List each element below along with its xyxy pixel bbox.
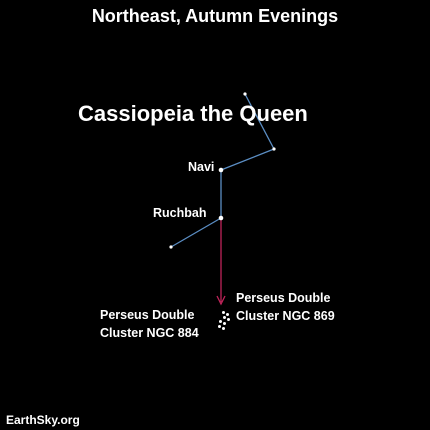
cluster-star (222, 311, 225, 314)
cluster-star (222, 327, 225, 330)
cassiopeia-lines (170, 93, 275, 248)
pointer-head (216, 295, 226, 306)
cluster-star (223, 316, 226, 319)
star-segin (243, 92, 247, 96)
constellation-title: Cassiopeia the Queen (78, 101, 308, 126)
star-schedar (169, 245, 173, 249)
cluster-label-ngc-884-line2: Cluster NGC 884 (100, 326, 199, 340)
pointer-arrow (216, 218, 226, 306)
star-caph (272, 147, 276, 151)
cluster-star (218, 325, 221, 328)
star-navi (218, 167, 224, 173)
star-ruchbah (218, 215, 224, 221)
star-label-navi: Navi (188, 160, 215, 174)
cluster-label-ngc-869: Perseus Double Cluster NGC 869 (236, 289, 335, 325)
chart-heading: Northeast, Autumn Evenings (91, 6, 339, 26)
cluster-star (226, 313, 229, 316)
cluster-star (219, 320, 222, 323)
cassiopeia-line-1 (244, 93, 275, 150)
cassiopeia-line-4 (170, 217, 222, 248)
cluster-star (227, 318, 230, 321)
cassiopeia-stars (169, 92, 276, 249)
credit-text: EarthSky.org (6, 413, 80, 427)
cluster-star (223, 322, 226, 325)
cluster-label-ngc-869-line2: Cluster NGC 869 (236, 309, 335, 323)
cluster-label-ngc-884-line1: Perseus Double (100, 308, 195, 322)
cluster-label-ngc-884: Perseus Double Cluster NGC 884 (100, 306, 199, 342)
cassiopeia-line-2 (220, 148, 275, 171)
star-label-ruchbah: Ruchbah (153, 206, 207, 220)
cluster-label-ngc-869-line1: Perseus Double (236, 291, 331, 305)
